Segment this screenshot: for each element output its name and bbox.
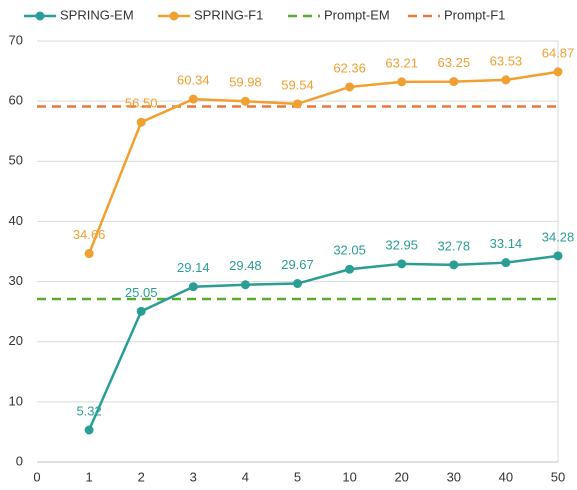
data-label: 64.87 (542, 45, 575, 60)
data-label: 32.95 (385, 237, 418, 252)
data-label: 62.36 (333, 60, 366, 75)
data-label: 5.32 (76, 403, 101, 418)
x-tick-label: 10 (342, 469, 356, 484)
point (345, 82, 355, 92)
y-tick-label: 10 (9, 393, 23, 408)
y-tick-label: 20 (9, 333, 23, 348)
y-tick-label: 50 (9, 153, 23, 168)
data-label: 59.54 (281, 77, 314, 92)
data-label: 25.05 (125, 285, 158, 300)
legend-label: Prompt-EM (324, 7, 390, 22)
data-label: 63.21 (385, 55, 418, 70)
point (188, 282, 198, 292)
point (240, 96, 250, 106)
series-line (87, 254, 559, 431)
data-label: 34.28 (542, 229, 575, 244)
data-label: 60.34 (177, 73, 210, 88)
data-label: 29.67 (281, 257, 314, 272)
point (397, 77, 407, 87)
x-tick-label: 5 (294, 469, 301, 484)
y-tick-label: 60 (9, 93, 23, 108)
x-tick-label: 3 (190, 469, 197, 484)
y-tick-label: 40 (9, 213, 23, 228)
data-label: 32.78 (438, 238, 471, 253)
point (501, 75, 511, 85)
point (397, 259, 407, 269)
legend-marker (35, 11, 45, 21)
legend-label: SPRING-EM (60, 7, 134, 22)
y-tick-label: 0 (16, 453, 23, 468)
point (188, 94, 198, 104)
data-label: 63.25 (438, 55, 471, 70)
data-label: 32.05 (333, 243, 366, 258)
point (136, 306, 146, 316)
x-tick-label: 0 (33, 469, 40, 484)
x-tick-label: 2 (138, 469, 145, 484)
point (449, 260, 459, 270)
point (553, 251, 563, 261)
x-tick-label: 4 (242, 469, 249, 484)
data-label: 29.14 (177, 260, 210, 275)
point (345, 264, 355, 274)
point (293, 99, 302, 109)
point (240, 280, 250, 290)
data-label: 34.66 (73, 227, 106, 242)
legend-label: Prompt-F1 (444, 7, 505, 22)
point (501, 258, 511, 268)
x-tick-label: 50 (551, 469, 565, 484)
data-label: 63.53 (490, 53, 523, 68)
point (449, 77, 459, 87)
legend-label: SPRING-F1 (194, 7, 263, 22)
point (293, 279, 302, 289)
data-label: 29.48 (229, 258, 262, 273)
x-tick-label: 40 (499, 469, 513, 484)
series-line (87, 70, 559, 255)
legend-marker (169, 11, 179, 21)
data-label: 59.98 (229, 75, 262, 90)
point (84, 249, 94, 259)
x-tick-label: 1 (85, 469, 92, 484)
point (84, 425, 94, 435)
data-label: 56.50 (125, 96, 158, 111)
y-tick-label: 30 (9, 273, 23, 288)
y-tick-label: 70 (9, 32, 23, 47)
x-tick-label: 20 (394, 469, 408, 484)
point (553, 67, 563, 77)
point (136, 117, 146, 127)
x-tick-label: 30 (447, 469, 461, 484)
data-label: 33.14 (490, 236, 523, 251)
